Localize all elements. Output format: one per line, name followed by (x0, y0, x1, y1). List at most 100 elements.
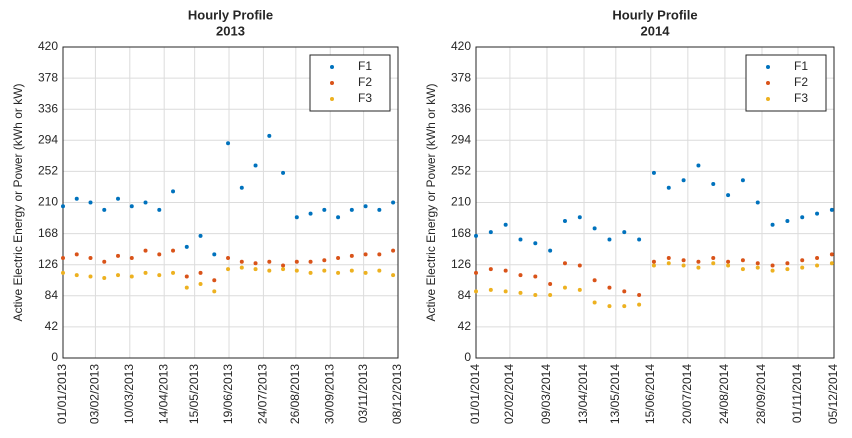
data-point (226, 256, 231, 261)
data-point (800, 265, 805, 270)
y-tick-label: 84 (458, 288, 472, 302)
data-point (102, 207, 107, 212)
legend-marker (330, 81, 334, 85)
data-point (391, 200, 396, 205)
data-point (800, 215, 805, 220)
data-point (294, 259, 299, 264)
data-point (349, 268, 354, 273)
data-point (74, 252, 79, 257)
data-point (88, 274, 93, 279)
data-point (363, 252, 368, 257)
chart-title: Hourly Profile (612, 7, 697, 22)
data-point (377, 207, 382, 212)
data-point (666, 256, 671, 261)
data-point (143, 200, 148, 205)
data-point (171, 248, 176, 253)
data-point (212, 278, 217, 283)
data-point (267, 133, 272, 138)
data-point (711, 181, 716, 186)
data-point (157, 207, 162, 212)
y-tick-label: 336 (451, 101, 471, 115)
x-tick-label: 02/02/2014 (502, 364, 516, 424)
data-point (129, 204, 134, 209)
data-point (239, 259, 244, 264)
data-point (770, 263, 775, 268)
y-tick-label: 252 (38, 164, 58, 178)
data-point (391, 273, 396, 278)
data-point (391, 248, 396, 253)
x-tick-label: 10/03/2013 (122, 364, 136, 424)
x-tick-label: 24/08/2014 (717, 364, 731, 424)
legend-label: F3 (358, 91, 372, 105)
y-axis-label: Active Electric Energy or Power (kWh or … (11, 83, 25, 321)
x-tick-label: 13/05/2014 (608, 364, 622, 424)
data-point (696, 259, 701, 264)
y-tick-label: 294 (451, 132, 471, 146)
data-point (226, 141, 231, 146)
x-tick-label: 03/02/2013 (88, 364, 102, 424)
data-point (102, 276, 107, 281)
data-point (726, 193, 731, 198)
data-point (281, 263, 286, 268)
data-point (281, 170, 286, 175)
y-tick-label: 126 (451, 257, 471, 271)
x-tick-label: 01/01/2013 (55, 364, 69, 424)
data-point (533, 241, 538, 246)
x-tick-label: 15/06/2014 (643, 364, 657, 424)
data-point (651, 170, 656, 175)
data-point (322, 258, 327, 263)
data-point (267, 268, 272, 273)
data-point (88, 200, 93, 205)
data-point (785, 261, 790, 266)
y-tick-label: 210 (38, 195, 58, 209)
x-tick-label: 19/06/2013 (221, 364, 235, 424)
data-point (308, 270, 313, 275)
data-point (503, 222, 508, 227)
x-tick-label: 08/12/2013 (390, 364, 404, 424)
data-point (681, 178, 686, 183)
plot-frame (475, 46, 835, 359)
data-point (740, 178, 745, 183)
x-tick-label: 26/08/2013 (288, 364, 302, 424)
data-point (171, 270, 176, 275)
data-point (637, 302, 642, 307)
legend-marker (766, 97, 770, 101)
data-point (102, 259, 107, 264)
y-tick-label: 252 (451, 164, 471, 178)
data-point (116, 196, 121, 201)
y-tick-label: 0 (51, 350, 58, 364)
data-point (666, 261, 671, 266)
data-point (726, 263, 731, 268)
data-point (294, 215, 299, 220)
y-tick-label: 168 (451, 226, 471, 240)
data-point (785, 219, 790, 224)
data-point (281, 267, 286, 272)
data-point (377, 252, 382, 257)
data-point (184, 244, 189, 249)
legend-label: F2 (358, 75, 372, 89)
data-point (696, 163, 701, 168)
data-point (518, 237, 523, 242)
y-tick-label: 420 (38, 39, 58, 53)
data-point (666, 185, 671, 190)
data-point (184, 285, 189, 290)
data-point (740, 267, 745, 272)
y-tick-label: 210 (451, 195, 471, 209)
data-point (129, 274, 134, 279)
data-point (681, 258, 686, 263)
legend-label: F1 (794, 59, 808, 73)
y-tick-label: 336 (38, 101, 58, 115)
data-point (548, 281, 553, 286)
y-tick-label: 378 (451, 70, 471, 84)
x-tick-label: 24/07/2013 (256, 364, 270, 424)
x-tick-label: 15/05/2013 (187, 364, 201, 424)
data-point (322, 207, 327, 212)
data-point (607, 285, 612, 290)
data-point (88, 256, 93, 261)
data-point (157, 273, 162, 278)
data-point (294, 268, 299, 273)
data-point (308, 211, 313, 216)
y-tick-label: 0 (464, 350, 471, 364)
legend-box (745, 54, 827, 112)
data-point (577, 215, 582, 220)
